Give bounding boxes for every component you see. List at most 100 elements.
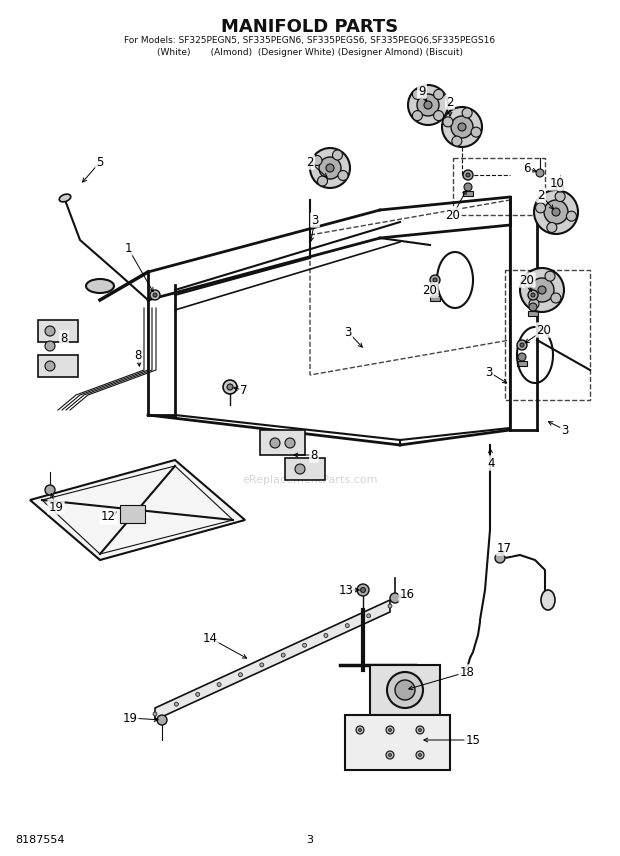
Circle shape	[408, 85, 448, 125]
Circle shape	[520, 343, 524, 347]
Circle shape	[412, 89, 422, 99]
Polygon shape	[30, 460, 245, 560]
Text: 15: 15	[466, 734, 480, 746]
Circle shape	[466, 173, 470, 177]
Text: 20: 20	[423, 283, 438, 296]
Circle shape	[452, 136, 462, 146]
Circle shape	[495, 553, 505, 563]
Circle shape	[430, 275, 440, 285]
Text: 3: 3	[344, 325, 352, 338]
Ellipse shape	[86, 279, 114, 293]
Circle shape	[386, 751, 394, 759]
Circle shape	[357, 584, 369, 596]
Bar	[345, 715, 450, 770]
Circle shape	[196, 693, 200, 697]
Circle shape	[463, 170, 473, 180]
Text: 8: 8	[311, 449, 317, 461]
Circle shape	[442, 107, 482, 147]
Circle shape	[412, 110, 422, 121]
Circle shape	[239, 673, 242, 677]
Bar	[285, 458, 325, 480]
Circle shape	[45, 485, 55, 495]
Circle shape	[345, 624, 349, 627]
Text: 2: 2	[306, 156, 314, 169]
Circle shape	[443, 117, 453, 127]
Bar	[120, 505, 145, 523]
Bar	[528, 311, 538, 316]
Circle shape	[534, 190, 578, 234]
Circle shape	[531, 293, 535, 297]
Text: 2: 2	[446, 96, 454, 109]
Circle shape	[150, 290, 160, 300]
Circle shape	[536, 203, 546, 213]
Circle shape	[153, 293, 157, 297]
Bar	[430, 296, 440, 301]
Circle shape	[471, 128, 481, 137]
Text: 8: 8	[60, 331, 68, 344]
Bar	[370, 665, 440, 715]
Circle shape	[544, 200, 568, 224]
Circle shape	[418, 753, 422, 757]
Circle shape	[523, 277, 533, 287]
Circle shape	[529, 303, 537, 311]
Text: 8: 8	[135, 348, 142, 361]
Circle shape	[295, 464, 305, 474]
Text: 20: 20	[446, 209, 461, 222]
Circle shape	[520, 268, 564, 312]
Circle shape	[281, 653, 285, 657]
Circle shape	[547, 223, 557, 233]
Circle shape	[45, 341, 55, 351]
Circle shape	[433, 110, 443, 121]
Circle shape	[416, 751, 424, 759]
Text: 14: 14	[203, 632, 218, 645]
Circle shape	[518, 353, 526, 361]
Circle shape	[433, 89, 443, 99]
Text: 7: 7	[241, 383, 248, 396]
Polygon shape	[155, 600, 390, 720]
Circle shape	[517, 340, 527, 350]
Circle shape	[312, 156, 322, 165]
Circle shape	[552, 208, 560, 216]
Circle shape	[285, 438, 295, 448]
Circle shape	[388, 604, 392, 608]
Text: 9: 9	[418, 85, 426, 98]
Ellipse shape	[541, 590, 555, 610]
Circle shape	[356, 726, 364, 734]
Circle shape	[317, 176, 327, 186]
Circle shape	[431, 288, 439, 296]
Circle shape	[223, 380, 237, 394]
Circle shape	[386, 726, 394, 734]
Text: 3: 3	[306, 835, 314, 845]
Circle shape	[433, 278, 437, 282]
Circle shape	[319, 157, 341, 179]
Circle shape	[567, 211, 577, 221]
Circle shape	[536, 169, 544, 177]
Circle shape	[464, 183, 472, 191]
Circle shape	[395, 680, 415, 700]
Circle shape	[555, 192, 565, 201]
Text: 4: 4	[487, 456, 495, 469]
Text: 2: 2	[538, 188, 545, 201]
Circle shape	[387, 672, 423, 708]
Circle shape	[528, 290, 538, 300]
Ellipse shape	[60, 194, 71, 202]
Circle shape	[551, 293, 561, 303]
Circle shape	[227, 384, 233, 390]
Circle shape	[556, 184, 564, 192]
Text: 5: 5	[96, 156, 104, 169]
Bar	[38, 320, 78, 342]
Circle shape	[530, 278, 554, 302]
Circle shape	[416, 726, 424, 734]
Bar	[260, 430, 305, 455]
Text: 17: 17	[497, 542, 511, 555]
Circle shape	[418, 728, 422, 732]
Text: (White)       (Almond)  (Designer White) (Designer Almond) (Biscuit): (White) (Almond) (Designer White) (Desig…	[157, 48, 463, 57]
Text: 19: 19	[48, 501, 63, 514]
Text: 20: 20	[536, 324, 551, 336]
Circle shape	[462, 108, 472, 118]
Circle shape	[390, 593, 400, 603]
Circle shape	[326, 164, 334, 172]
Text: 16: 16	[399, 589, 415, 602]
Text: 10: 10	[549, 176, 564, 189]
Circle shape	[360, 587, 366, 592]
